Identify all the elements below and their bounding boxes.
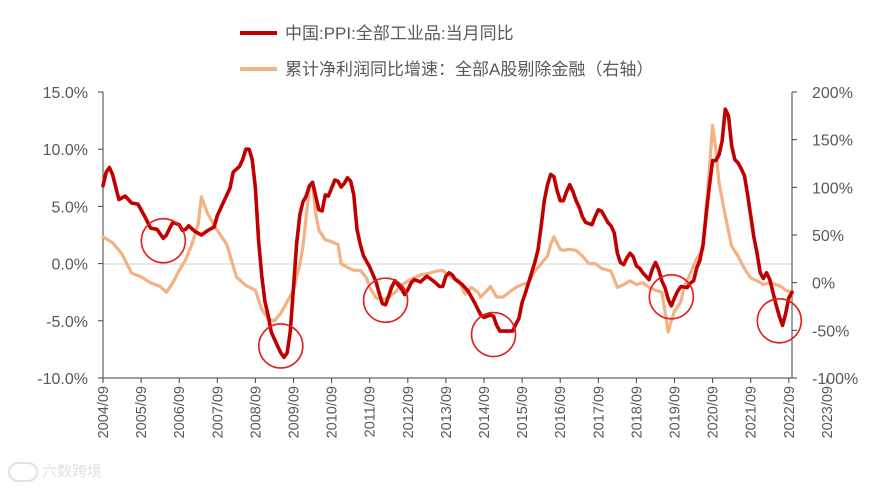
- annotation-circle: [648, 273, 695, 320]
- left-tick-label: 5.0%: [52, 199, 88, 216]
- x-tick-label: 2015/09: [515, 386, 531, 438]
- annotation-circle: [470, 311, 517, 358]
- left-axis-ticks: 15.0% 10.0% 5.0% 0.0% -5.0% -10.0%: [37, 85, 103, 388]
- series-layer: [101, 107, 794, 360]
- left-tick-label: -10.0%: [37, 371, 88, 388]
- x-tick-label: 2014/09: [477, 386, 493, 438]
- legend-label-profit: 累计净利润同比增速：全部A股剔除金融（右轴）: [285, 60, 653, 79]
- annotation-circle: [756, 297, 803, 344]
- x-tick-label: 2022/09: [782, 386, 798, 438]
- x-tick-label: 2004/09: [96, 386, 112, 438]
- right-tick-label: -100%: [812, 371, 858, 388]
- right-tick-label: 0%: [812, 276, 835, 293]
- x-tick-label: 2010/09: [325, 386, 341, 438]
- x-tick-label: 2016/09: [553, 386, 569, 438]
- right-axis-ticks: 200% 150% 100% 50% 0% -50% -100%: [792, 85, 858, 388]
- series-line-ppi: [101, 107, 794, 360]
- left-tick-label: 0.0%: [52, 257, 88, 274]
- right-tick-label: 200%: [812, 85, 853, 102]
- x-tick-label: 2006/09: [172, 386, 188, 438]
- annotation-circle: [140, 217, 187, 264]
- right-tick-label: 100%: [812, 180, 853, 197]
- x-tick-label: 2023/09: [820, 386, 836, 438]
- x-tick-label: 2012/09: [401, 386, 417, 438]
- x-tick-label: 2011/09: [363, 386, 379, 437]
- annotation-circle: [362, 277, 409, 324]
- x-tick-label: 2008/09: [248, 386, 264, 438]
- x-tick-label: 2019/09: [668, 386, 684, 438]
- x-tick-label: 2013/09: [439, 386, 455, 438]
- watermark-logo-icon: [8, 461, 38, 482]
- annotation-circle: [258, 323, 304, 369]
- x-tick-label: 2009/09: [287, 386, 303, 438]
- left-tick-label: -5.0%: [46, 314, 88, 331]
- right-tick-label: -50%: [812, 323, 849, 340]
- x-tick-label: 2021/09: [744, 386, 760, 438]
- series-line-profit: [101, 123, 794, 334]
- x-axis-ticks: 2004/09 2005/09 2006/09 2007/09 2008/09 2009/…: [96, 378, 836, 438]
- annotation-layer: [140, 217, 803, 369]
- left-tick-label: 15.0%: [43, 85, 88, 102]
- x-tick-label: 2017/09: [591, 386, 607, 438]
- legend: 中国:PPI:全部工业品:当月同比 累计净利润同比增速：全部A股剔除金融（右轴）: [240, 24, 653, 79]
- x-tick-label: 2020/09: [706, 386, 722, 438]
- x-tick-label: 2007/09: [210, 386, 226, 438]
- x-tick-label: 2005/09: [134, 386, 150, 438]
- legend-label-ppi: 中国:PPI:全部工业品:当月同比: [285, 24, 514, 43]
- watermark-text: 六数跨境: [42, 462, 103, 480]
- left-tick-label: 10.0%: [43, 142, 88, 159]
- right-tick-label: 50%: [812, 228, 844, 245]
- watermark: 六数跨境: [8, 460, 102, 482]
- x-tick-label: 2018/09: [629, 386, 645, 438]
- right-tick-label: 150%: [812, 133, 853, 150]
